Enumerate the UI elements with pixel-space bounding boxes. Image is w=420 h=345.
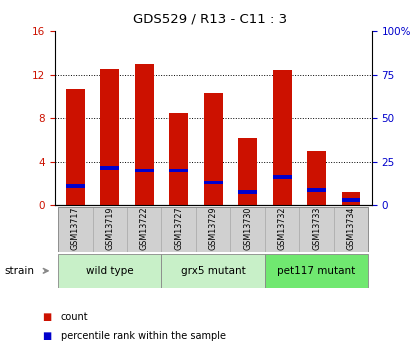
Bar: [92, 207, 127, 252]
Bar: [196, 207, 231, 252]
Bar: [58, 254, 161, 288]
Text: GSM13719: GSM13719: [105, 207, 114, 250]
Bar: [238, 138, 257, 205]
Text: GSM13717: GSM13717: [71, 207, 80, 250]
Text: GSM13730: GSM13730: [243, 207, 252, 250]
Bar: [135, 168, 154, 172]
Text: grx5 mutant: grx5 mutant: [181, 266, 246, 276]
Bar: [341, 198, 360, 202]
Text: GSM13733: GSM13733: [312, 207, 321, 250]
Bar: [66, 184, 85, 188]
Bar: [204, 93, 223, 205]
Bar: [161, 254, 265, 288]
Bar: [127, 207, 161, 252]
Text: GSM13729: GSM13729: [209, 207, 218, 250]
Text: wild type: wild type: [86, 266, 134, 276]
Text: count: count: [61, 313, 89, 322]
Bar: [100, 166, 119, 170]
Bar: [273, 70, 291, 205]
Bar: [100, 69, 119, 205]
Text: GSM13722: GSM13722: [140, 207, 149, 250]
Bar: [204, 180, 223, 184]
Text: pet117 mutant: pet117 mutant: [278, 266, 356, 276]
Bar: [307, 151, 326, 205]
Text: GDS529 / R13 - C11 : 3: GDS529 / R13 - C11 : 3: [133, 12, 287, 25]
Text: GSM13734: GSM13734: [346, 207, 355, 250]
Bar: [307, 188, 326, 192]
Bar: [341, 192, 360, 205]
Bar: [299, 207, 334, 252]
Text: GSM13732: GSM13732: [278, 207, 286, 250]
Bar: [169, 113, 188, 205]
Bar: [161, 207, 196, 252]
Bar: [231, 207, 265, 252]
Bar: [238, 190, 257, 194]
Bar: [273, 175, 291, 179]
Bar: [265, 207, 299, 252]
Text: percentile rank within the sample: percentile rank within the sample: [61, 332, 226, 341]
Text: ■: ■: [42, 332, 51, 341]
Bar: [66, 89, 85, 205]
Bar: [135, 64, 154, 205]
Bar: [169, 168, 188, 172]
Text: GSM13727: GSM13727: [174, 207, 183, 250]
Text: strain: strain: [4, 266, 34, 276]
Text: ■: ■: [42, 313, 51, 322]
Bar: [58, 207, 92, 252]
Bar: [265, 254, 368, 288]
Bar: [334, 207, 368, 252]
